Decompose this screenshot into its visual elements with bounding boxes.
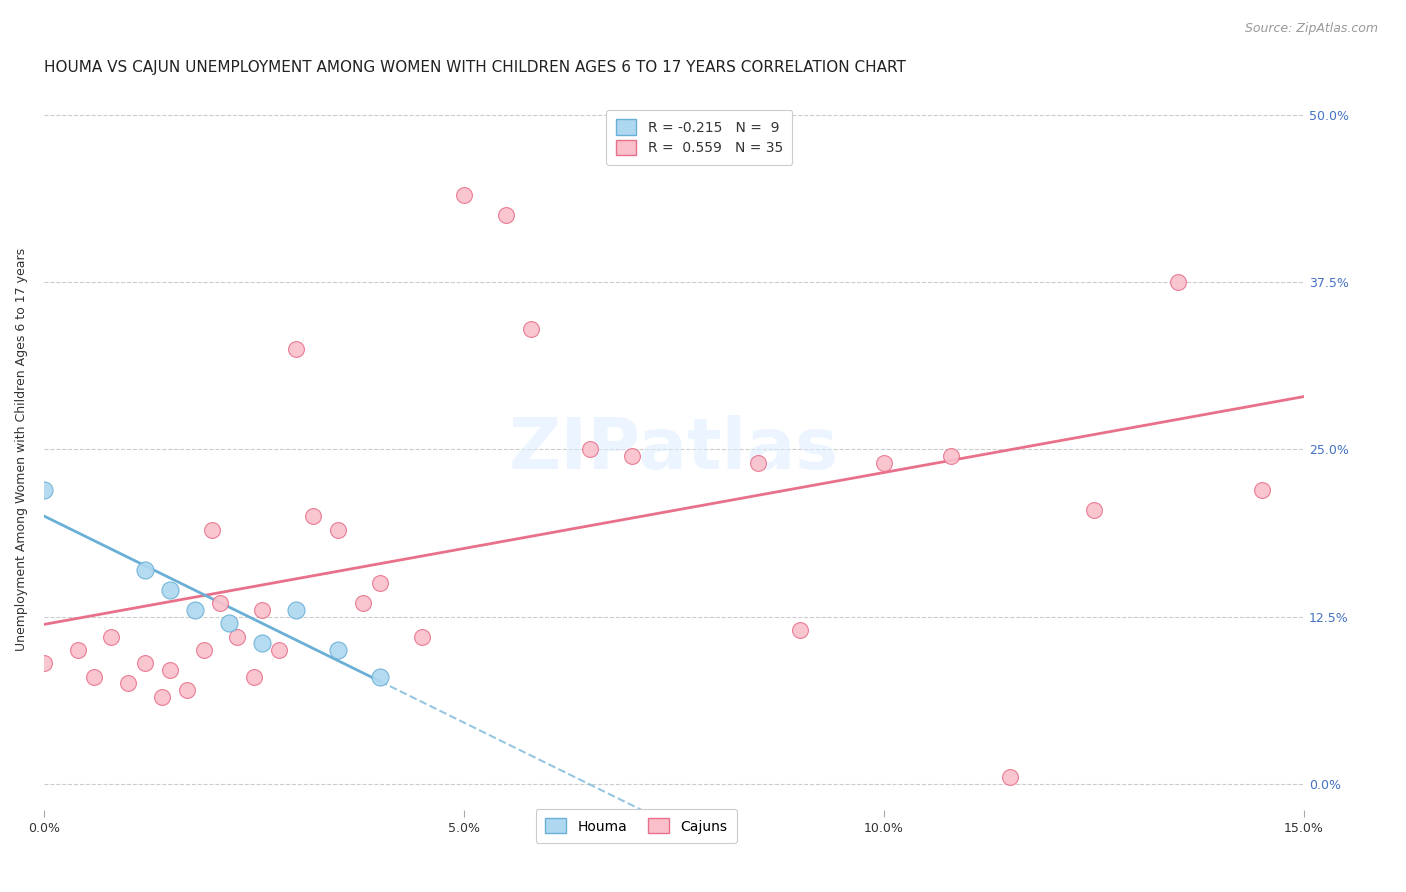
Point <box>453 188 475 202</box>
Point <box>1167 275 1189 289</box>
Point <box>226 630 249 644</box>
Point <box>269 643 291 657</box>
Text: HOUMA VS CAJUN UNEMPLOYMENT AMONG WOMEN WITH CHILDREN AGES 6 TO 17 YEARS CORRELA: HOUMA VS CAJUN UNEMPLOYMENT AMONG WOMEN … <box>44 60 905 75</box>
Point <box>789 623 811 637</box>
Point <box>32 657 55 671</box>
Point <box>150 690 173 704</box>
Point <box>285 342 308 356</box>
Point <box>159 582 181 597</box>
Point <box>252 603 274 617</box>
Point <box>184 603 207 617</box>
Point <box>252 636 274 650</box>
Point <box>32 483 55 497</box>
Point <box>747 456 769 470</box>
Point <box>620 449 643 463</box>
Point <box>1251 483 1274 497</box>
Point <box>368 576 391 591</box>
Point <box>873 456 896 470</box>
Text: Source: ZipAtlas.com: Source: ZipAtlas.com <box>1244 22 1378 36</box>
Point <box>176 683 198 698</box>
Point <box>326 523 349 537</box>
Point <box>520 322 543 336</box>
Legend: Houma, Cajuns: Houma, Cajuns <box>536 809 737 843</box>
Point <box>285 603 308 617</box>
Point <box>1083 502 1105 516</box>
Point <box>352 596 374 610</box>
Point <box>941 449 963 463</box>
Point <box>301 509 323 524</box>
Point <box>193 643 215 657</box>
Point <box>100 630 122 644</box>
Point <box>117 676 139 690</box>
Point <box>243 670 266 684</box>
Point <box>83 670 105 684</box>
Point <box>579 442 602 457</box>
Point <box>201 523 224 537</box>
Point <box>998 770 1021 784</box>
Point <box>495 208 517 222</box>
Point <box>66 643 89 657</box>
Point <box>159 663 181 677</box>
Point <box>218 616 240 631</box>
Y-axis label: Unemployment Among Women with Children Ages 6 to 17 years: Unemployment Among Women with Children A… <box>15 248 28 651</box>
Text: ZIPatlas: ZIPatlas <box>509 415 839 483</box>
Point <box>368 670 391 684</box>
Point <box>134 563 156 577</box>
Point <box>134 657 156 671</box>
Point <box>411 630 433 644</box>
Point <box>326 643 349 657</box>
Point <box>209 596 232 610</box>
